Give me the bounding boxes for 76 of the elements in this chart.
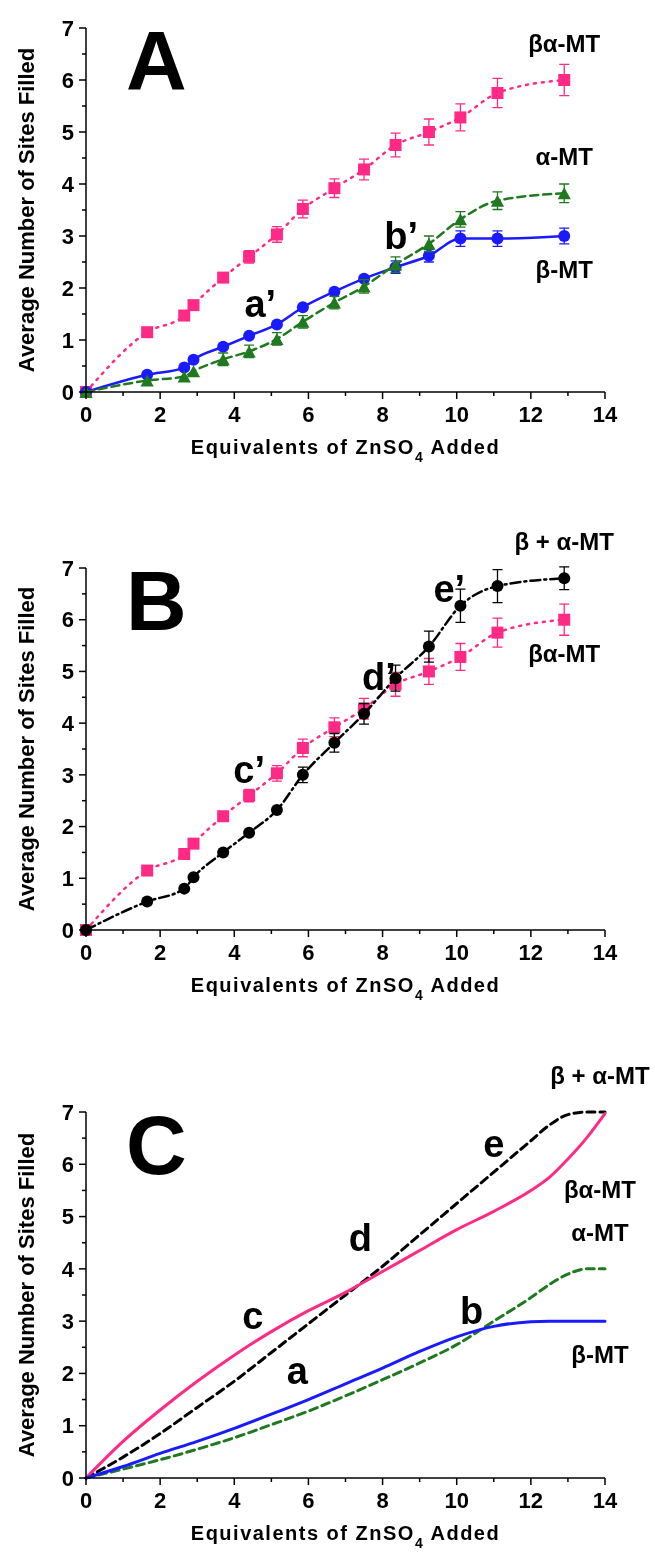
series-label: βα-MT (528, 30, 601, 57)
x-tick-label: 2 (154, 940, 167, 965)
chart-title: A (126, 14, 187, 108)
y-tick-label: 2 (61, 275, 74, 301)
y-axis-title: Average Number of Sites Filled (14, 1132, 39, 1458)
y-tick-label: 5 (61, 119, 74, 145)
y-tick-label: 7 (61, 15, 74, 41)
x-tick-label: 10 (444, 402, 469, 427)
x-tick-label: 6 (302, 940, 315, 965)
y-tick-label: 3 (61, 223, 74, 249)
x-tick-label: 4 (228, 940, 242, 965)
y-axis-title: Average Number of Sites Filled (14, 47, 39, 373)
series-label: β-MT (571, 1341, 629, 1369)
annotation: a (286, 1350, 309, 1393)
y-tick-label: 4 (61, 1256, 75, 1282)
x-tick-label: 6 (302, 402, 315, 427)
y-tick-label: 3 (61, 762, 74, 788)
annotation: d (348, 1216, 372, 1259)
series-label: α-MT (571, 1218, 630, 1246)
x-axis-title: Equivalents of ZnSO$_{4}$ Added (190, 1522, 501, 1551)
annotation: e’ (433, 567, 466, 610)
x-tick-label: 8 (376, 402, 389, 427)
y-tick-label: 2 (61, 814, 74, 840)
annotation: c’ (233, 748, 265, 791)
annotation: a’ (244, 282, 277, 325)
series-label: α-MT (535, 143, 594, 171)
x-tick-label: 8 (376, 1488, 389, 1513)
y-tick-label: 1 (61, 865, 74, 891)
annotation: d’ (361, 655, 396, 698)
x-tick-label: 14 (592, 1488, 618, 1513)
y-tick-label: 6 (61, 607, 74, 633)
x-axis-title: Equivalents of ZnSO$_{4}$ Added (190, 436, 501, 465)
y-tick-label: 6 (61, 1151, 74, 1177)
x-tick-label: 0 (79, 1488, 93, 1513)
x-tick-label: 4 (228, 1488, 242, 1513)
x-tick-label: 12 (518, 402, 544, 427)
x-tick-label: 12 (518, 940, 544, 965)
x-tick-label: 2 (154, 1488, 167, 1513)
chart-title: B (126, 554, 187, 648)
x-tick-label: 2 (154, 402, 167, 427)
x-tick-label: 14 (592, 402, 618, 427)
series-label: β + α-MT (550, 1062, 651, 1089)
annotation: b’ (384, 215, 418, 258)
x-tick-label: 10 (444, 1488, 469, 1513)
series-label: βα-MT (563, 1175, 637, 1203)
x-tick-label: 10 (444, 940, 469, 965)
y-tick-label: 1 (61, 1413, 74, 1439)
annotation: c (242, 1295, 264, 1338)
y-axis-title: Average Number of Sites Filled (14, 586, 39, 912)
x-tick-label: 8 (376, 940, 389, 965)
y-tick-label: 4 (61, 171, 75, 197)
annotation: e (483, 1122, 505, 1165)
y-tick-label: 7 (61, 1099, 74, 1125)
x-tick-label: 0 (79, 940, 93, 965)
x-axis-title: Equivalents of ZnSO$_{4}$ Added (190, 974, 501, 1003)
y-tick-label: 5 (61, 659, 74, 685)
y-tick-label: 5 (61, 1204, 74, 1230)
y-tick-label: 4 (61, 710, 75, 736)
x-tick-label: 4 (228, 402, 242, 427)
y-tick-label: 6 (61, 67, 74, 93)
y-tick-label: 0 (61, 379, 74, 405)
x-tick-label: 0 (79, 402, 93, 427)
series-label: β + α-MT (514, 528, 615, 556)
y-tick-label: 2 (61, 1361, 74, 1387)
chart-title: C (126, 1098, 187, 1192)
x-tick-label: 12 (518, 1488, 544, 1513)
y-tick-label: 0 (61, 1465, 74, 1491)
y-tick-label: 0 (61, 917, 74, 943)
x-tick-label: 6 (302, 1488, 315, 1513)
y-tick-label: 7 (61, 555, 74, 581)
y-tick-label: 1 (61, 327, 74, 353)
series-label: βα-MT (528, 639, 601, 667)
x-tick-label: 14 (592, 940, 618, 965)
series-label: β-MT (535, 256, 594, 283)
y-tick-label: 3 (61, 1308, 74, 1334)
annotation: b (459, 1289, 484, 1332)
